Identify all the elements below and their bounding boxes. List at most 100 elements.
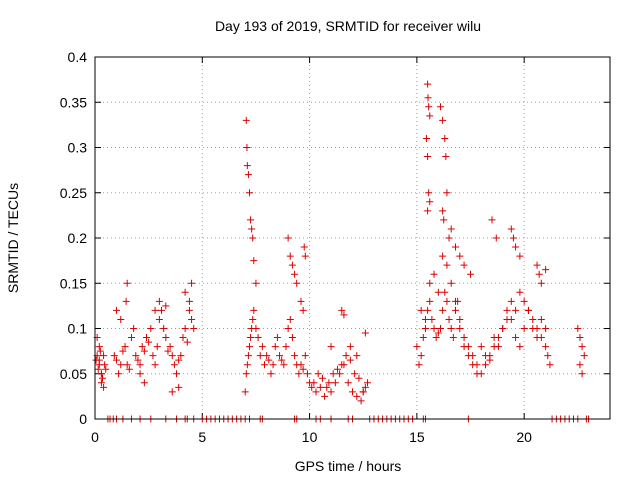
data-point <box>249 315 257 323</box>
data-point <box>441 134 449 142</box>
data-point <box>482 361 490 369</box>
chart-title: Day 193 of 2019, SRMTID for receiver wil… <box>215 18 481 34</box>
data-point <box>439 306 447 314</box>
plot-frame <box>94 56 611 420</box>
data-point <box>439 207 447 215</box>
data-point <box>432 334 440 342</box>
data-point <box>578 343 586 351</box>
data-point <box>477 370 485 378</box>
data-point <box>346 343 354 351</box>
data-point <box>424 306 432 314</box>
data-point <box>425 103 433 111</box>
data-point <box>507 225 515 233</box>
data-point <box>434 329 442 337</box>
data-point <box>442 153 450 161</box>
data-point <box>179 334 187 342</box>
data-point <box>542 343 550 351</box>
x-tick-label: 10 <box>302 429 318 445</box>
data-point <box>439 116 447 124</box>
data-point <box>447 279 455 287</box>
data-point <box>312 388 320 396</box>
data-point <box>115 370 123 378</box>
data-point <box>250 306 258 314</box>
data-point <box>336 370 344 378</box>
data-point <box>299 365 307 373</box>
data-point <box>244 352 252 360</box>
data-point <box>477 343 485 351</box>
data-point <box>355 374 363 382</box>
data-point <box>359 388 367 396</box>
data-point <box>140 347 148 355</box>
data-point <box>308 383 316 391</box>
y-tick-label: 0.35 <box>60 94 87 110</box>
data-point <box>357 397 365 405</box>
data-point <box>537 315 545 323</box>
data-point <box>243 144 251 151</box>
data-point <box>546 361 554 369</box>
data-point <box>117 315 125 323</box>
data-point <box>512 334 520 342</box>
data-point <box>533 334 541 342</box>
data-point <box>276 352 284 360</box>
data-point <box>301 252 309 260</box>
x-axis-label: GPS time / hours <box>295 458 402 474</box>
y-tick-label: 0.3 <box>68 140 88 156</box>
data-point <box>425 189 433 197</box>
data-point <box>291 270 299 278</box>
data-point <box>447 225 455 233</box>
data-point <box>516 343 524 351</box>
data-point <box>460 343 468 351</box>
y-axis-label: SRMTID / TECUs <box>5 183 21 293</box>
data-point <box>342 352 350 360</box>
data-point <box>168 352 176 360</box>
data-point <box>125 365 133 373</box>
data-point <box>443 261 451 269</box>
data-point <box>340 311 348 319</box>
data-point <box>175 383 183 391</box>
data-point <box>123 361 131 369</box>
data-point <box>443 297 451 305</box>
data-point <box>424 153 432 161</box>
data-point <box>168 388 176 396</box>
data-point <box>300 243 308 251</box>
data-point <box>158 306 166 314</box>
data-point <box>331 379 339 387</box>
data-point <box>151 306 159 314</box>
data-point <box>250 257 258 265</box>
data-point <box>97 379 105 387</box>
data-point <box>361 383 369 391</box>
data-point <box>512 306 520 314</box>
data-point <box>101 361 109 369</box>
data-point <box>452 306 459 314</box>
data-point <box>162 334 170 342</box>
data-point <box>490 334 498 342</box>
data-point <box>136 370 144 378</box>
data-point <box>112 356 120 364</box>
x-tick-label: 5 <box>198 429 206 445</box>
data-point <box>449 334 457 342</box>
x-tick-label: 15 <box>409 429 425 445</box>
data-point <box>183 338 191 346</box>
data-point <box>256 352 264 360</box>
data-point <box>286 315 294 323</box>
data-point <box>417 352 425 360</box>
data-point <box>190 325 198 332</box>
data-point <box>537 279 545 287</box>
data-point <box>162 302 170 310</box>
data-point <box>130 325 138 332</box>
data-point <box>424 94 432 102</box>
data-point <box>244 171 252 179</box>
data-point <box>170 361 178 369</box>
data-point <box>423 134 431 142</box>
data-point <box>155 297 163 305</box>
data-point <box>145 338 153 346</box>
data-point <box>138 343 146 351</box>
data-point <box>160 325 168 332</box>
data-point <box>512 243 520 251</box>
data-point <box>346 356 354 364</box>
y-tick-label: 0.15 <box>60 275 87 291</box>
data-point <box>166 343 174 351</box>
data-point <box>284 234 292 242</box>
data-point <box>419 334 427 342</box>
